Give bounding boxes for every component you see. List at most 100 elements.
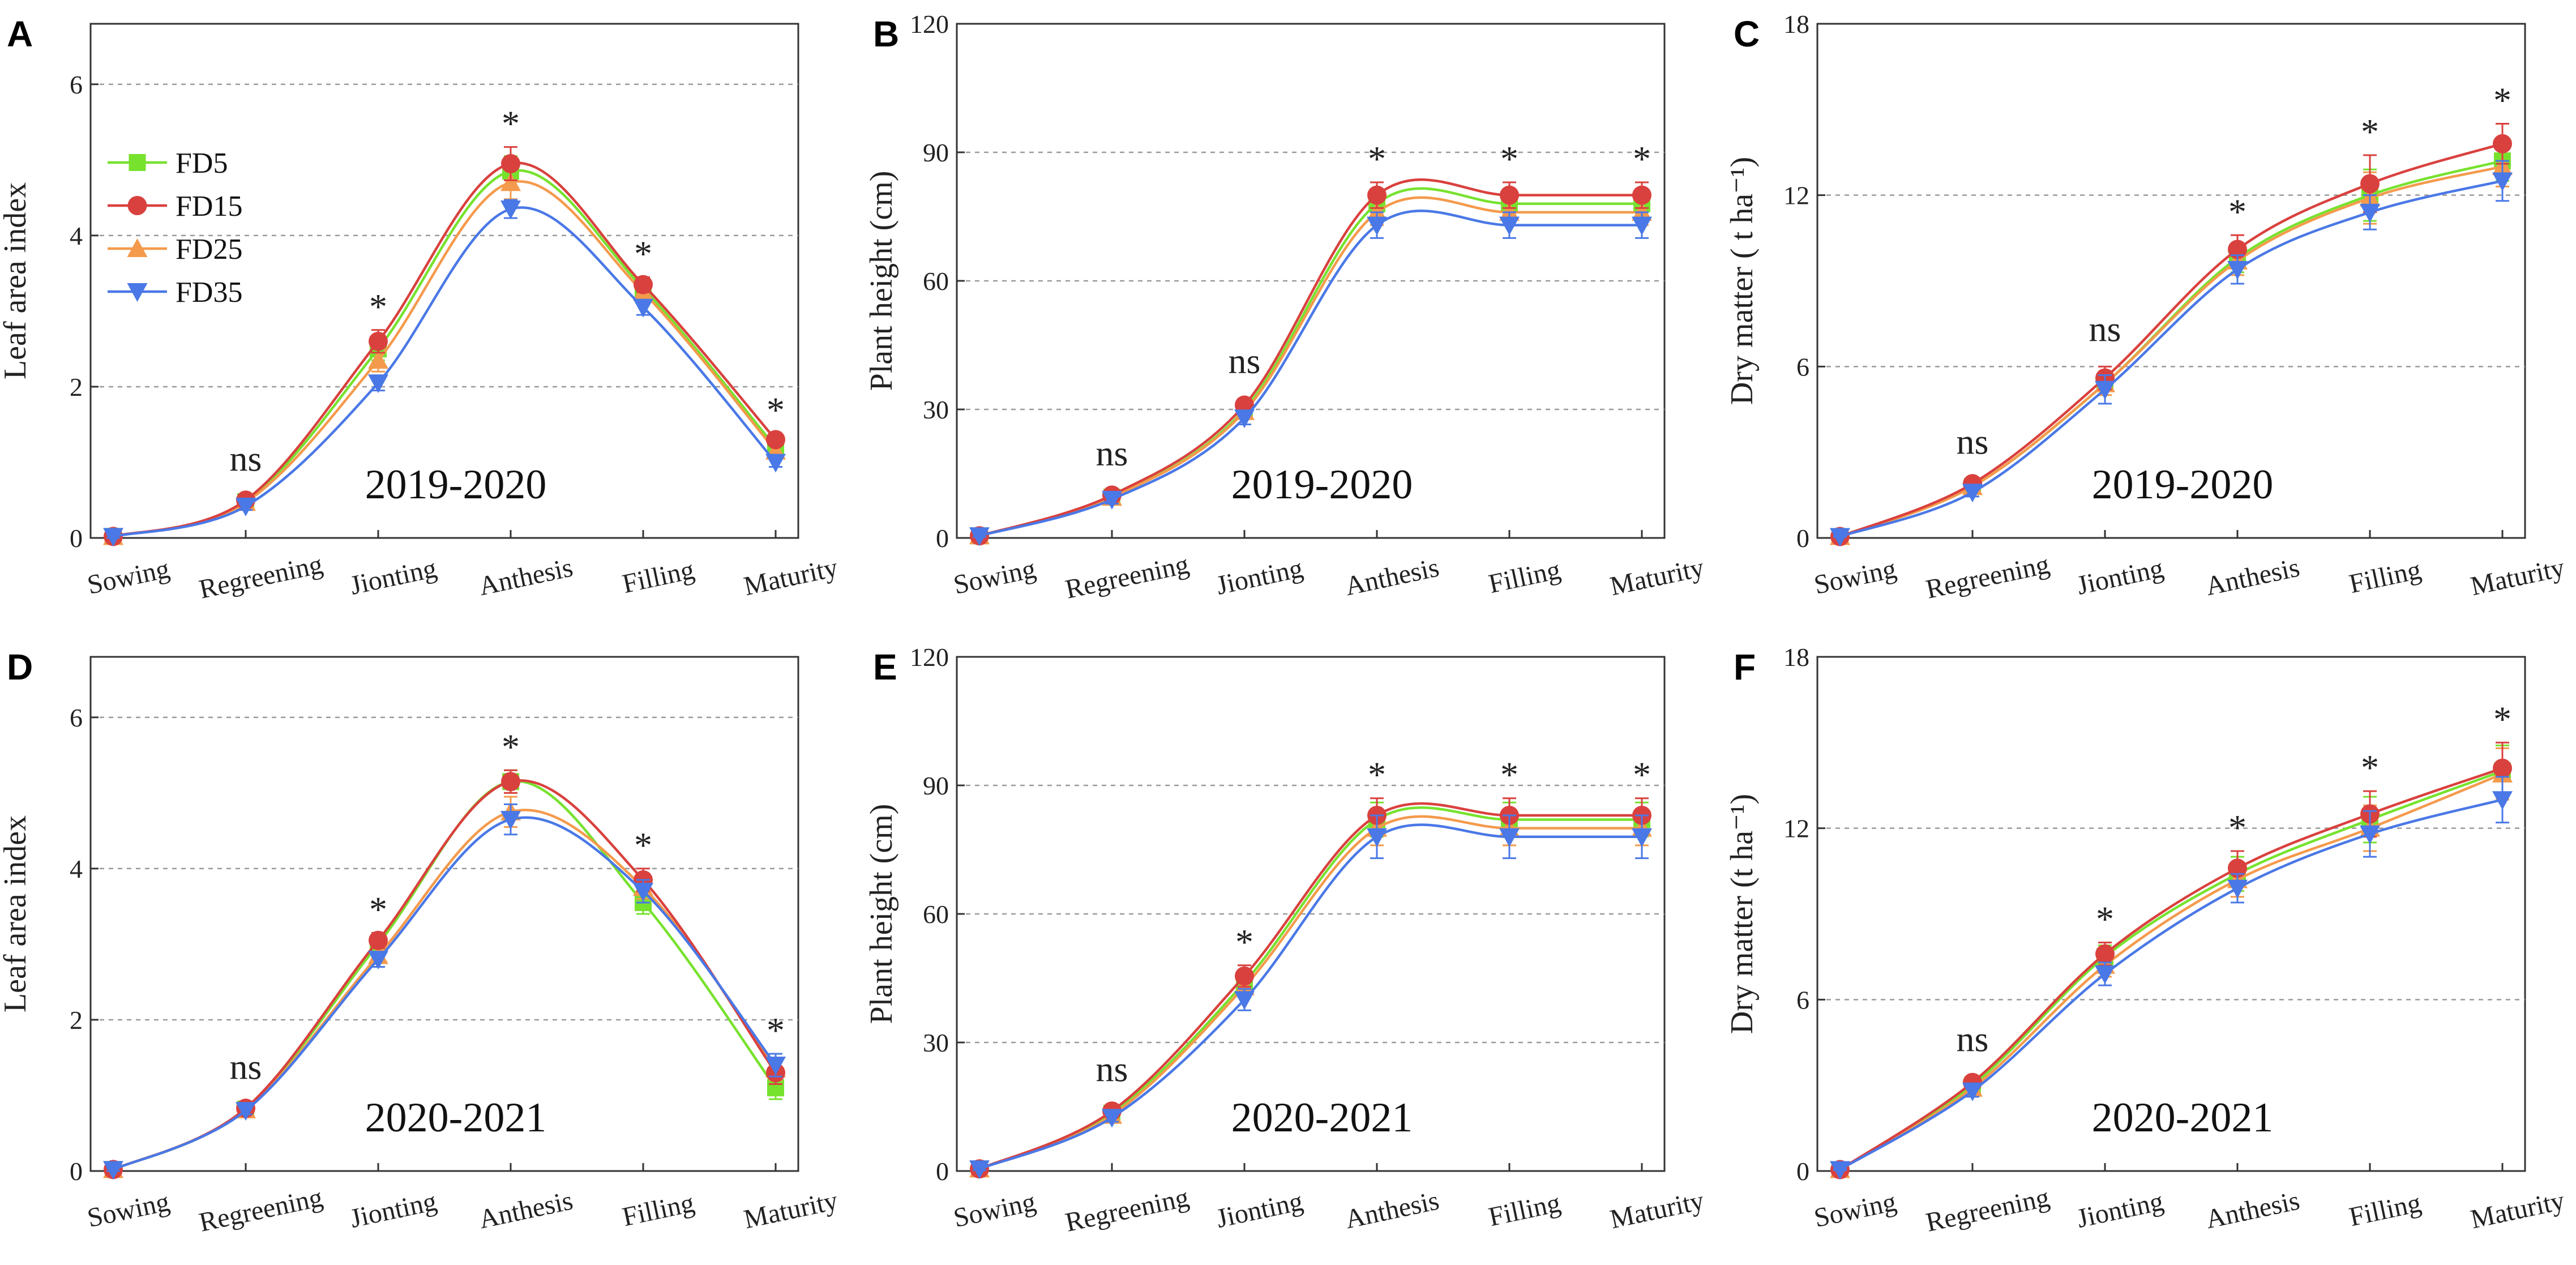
plot-frame <box>89 656 799 1172</box>
x-tick-label: Regreening <box>196 1182 325 1238</box>
x-tick-label: Anthesis <box>1342 552 1441 601</box>
data-point <box>765 454 786 473</box>
legend-label: FD5 <box>176 147 228 180</box>
x-tick-label: Sowing <box>951 1187 1039 1233</box>
x-tick-label: Jionting <box>1214 1186 1306 1234</box>
series-line <box>1839 767 2503 1171</box>
data-point <box>2227 879 2248 899</box>
x-tick-label: Anthesis <box>2203 552 2302 601</box>
data-point <box>500 200 521 220</box>
y-tick-label: 0 <box>70 1157 83 1186</box>
x-tick-label: Jionting <box>348 553 439 601</box>
x-tick-label: Maturity <box>741 552 840 601</box>
y-tick-label: 0 <box>70 524 83 553</box>
panel-letter: C <box>1734 14 1760 54</box>
x-tick-label: Filling <box>620 555 697 599</box>
plot-frame <box>89 23 799 539</box>
x-tick-label: Regreening <box>1063 549 1191 605</box>
data-point <box>369 331 388 351</box>
data-point <box>236 497 256 516</box>
y-tick-label: 120 <box>910 10 949 39</box>
x-tick-label: Maturity <box>741 1185 840 1234</box>
x-tick-label: Maturity <box>1607 552 1706 601</box>
data-point <box>1499 216 1520 236</box>
y-tick-label: 18 <box>1783 643 1809 672</box>
x-tick-label: Filling <box>1486 555 1563 599</box>
panel-b: 0 30 60 90 120 Sowing Regreening Jionting Anthes… <box>864 10 1706 605</box>
significance-label: * <box>2096 899 2114 939</box>
y-axis-title: Dry matter ( t ha⁻¹) <box>1725 157 1760 405</box>
significance-label: * <box>1633 139 1651 179</box>
data-point <box>368 350 388 369</box>
significance-label: * <box>1368 755 1386 795</box>
x-tick-label: Sowing <box>1812 554 1899 600</box>
legend-marker <box>127 196 147 215</box>
x-tick-label: Regreening <box>1063 1182 1191 1238</box>
data-point <box>500 811 521 830</box>
significance-label: * <box>2228 191 2246 232</box>
x-tick-label: Anthesis <box>2203 1185 2302 1234</box>
series-fd35 <box>103 803 786 1180</box>
data-point <box>1367 216 1387 236</box>
series-line <box>113 816 777 1171</box>
significance-label: ns <box>230 439 262 479</box>
series-fd35 <box>103 199 786 547</box>
series-fd35 <box>969 210 1652 546</box>
data-point <box>103 1161 123 1180</box>
x-tick-label: Filling <box>1486 1188 1563 1232</box>
y-tick-label: 60 <box>923 900 949 929</box>
x-tick-label: Maturity <box>1607 1185 1706 1234</box>
significance-label: * <box>502 104 520 144</box>
x-tick-label: Anthesis <box>476 552 575 601</box>
significance-label: * <box>2493 699 2511 739</box>
significance-label: * <box>2493 80 2511 121</box>
legend-marker <box>129 154 146 171</box>
x-tick-label: Filling <box>620 1188 697 1232</box>
significance-label: * <box>2228 807 2246 848</box>
y-tick-label: 6 <box>70 703 83 732</box>
data-point <box>2360 825 2380 844</box>
y-tick-label: 12 <box>1783 181 1809 210</box>
x-tick-label: Jionting <box>348 1186 439 1234</box>
plot-frame <box>1816 23 2526 539</box>
legend-label: FD35 <box>176 276 242 309</box>
series-line <box>1839 770 2503 1171</box>
data-point <box>2360 174 2380 194</box>
significance-label: * <box>2361 112 2379 152</box>
x-tick-label: Maturity <box>2468 1185 2567 1234</box>
y-tick-label: 30 <box>923 1028 949 1057</box>
y-tick-label: 120 <box>910 643 949 672</box>
x-tick-label: Filling <box>2347 1188 2424 1232</box>
significance-label: * <box>1235 922 1253 962</box>
legend-label: FD15 <box>176 190 242 223</box>
data-point <box>969 527 990 546</box>
x-tick-label: Anthesis <box>476 1185 575 1234</box>
data-point <box>501 772 520 792</box>
panel-letter: E <box>873 647 897 687</box>
y-tick-label: 2 <box>70 1006 83 1035</box>
data-point <box>1234 409 1255 429</box>
y-tick-label: 4 <box>70 854 83 883</box>
significance-label: ns <box>1229 341 1261 381</box>
y-tick-label: 30 <box>923 395 949 424</box>
data-point <box>1367 828 1387 847</box>
data-point <box>369 930 388 950</box>
data-point <box>368 374 388 394</box>
series-line <box>1839 798 2503 1171</box>
data-point <box>1962 1082 1983 1101</box>
x-tick-label: Regreening <box>1923 1182 2052 1238</box>
significance-label: ns <box>1096 1049 1128 1089</box>
panel-e: 0 30 60 90 120 Sowing Regreening Jionting Anthes… <box>864 643 1706 1238</box>
data-point <box>1830 528 1850 547</box>
x-tick-label: Jionting <box>1214 553 1306 601</box>
y-tick-label: 4 <box>70 221 83 250</box>
x-tick-label: Sowing <box>1812 1187 1899 1233</box>
y-axis-title: Plant height (cm) <box>864 171 899 391</box>
data-point <box>2360 203 2380 223</box>
y-tick-label: 18 <box>1783 10 1809 39</box>
data-point <box>1235 966 1254 986</box>
data-point <box>969 1160 990 1179</box>
season-label: 2019-2020 <box>365 461 547 508</box>
panel-f: 0 6 12 18 Sowing Regreening Jionting Anthesis Fi… <box>1725 643 2567 1238</box>
x-tick-label: Filling <box>2347 555 2424 599</box>
